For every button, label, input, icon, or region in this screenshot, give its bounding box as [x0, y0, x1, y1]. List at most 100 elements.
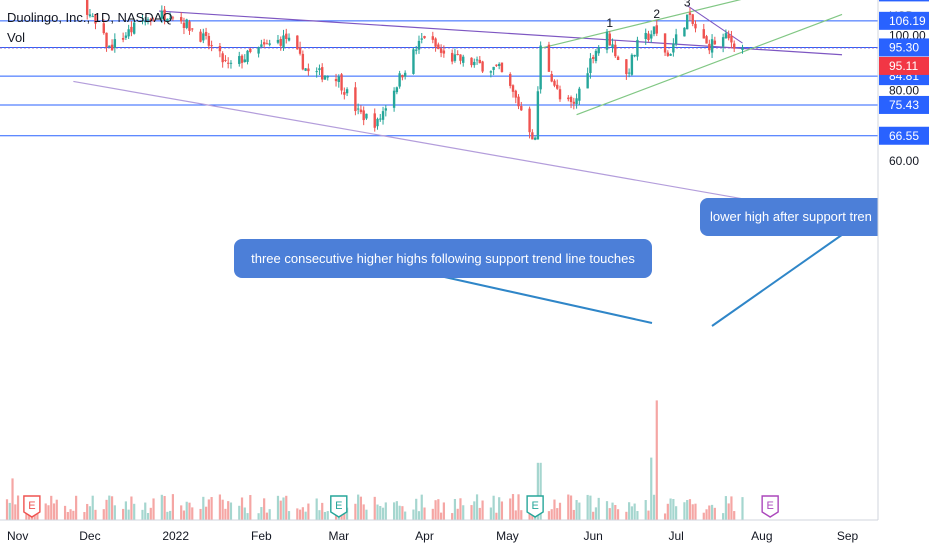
callout-box[interactable]: [700, 198, 888, 236]
candle-body[interactable]: [240, 55, 244, 63]
candle-body[interactable]: [423, 36, 426, 39]
candle-body[interactable]: [185, 19, 188, 28]
candle-body[interactable]: [636, 39, 639, 57]
candle-body[interactable]: [340, 74, 343, 91]
candle-body[interactable]: [182, 22, 186, 28]
candle-body[interactable]: [149, 19, 152, 21]
candle-body[interactable]: [442, 50, 446, 54]
candle-body[interactable]: [218, 45, 222, 52]
candle-body[interactable]: [672, 43, 675, 53]
candle-body[interactable]: [630, 54, 634, 75]
candle-body[interactable]: [124, 35, 128, 38]
candle-body[interactable]: [575, 98, 578, 105]
candle-body[interactable]: [296, 35, 299, 50]
candle-body[interactable]: [160, 10, 164, 19]
candle-body[interactable]: [127, 29, 130, 37]
candle-body[interactable]: [285, 33, 288, 39]
candle-body[interactable]: [337, 76, 340, 83]
candle-body[interactable]: [520, 105, 523, 111]
candle-body[interactable]: [500, 62, 504, 72]
candle-body[interactable]: [567, 97, 570, 100]
candle-body[interactable]: [403, 72, 407, 77]
candle-body[interactable]: [616, 56, 620, 61]
candle-body[interactable]: [207, 35, 211, 46]
candle-body[interactable]: [608, 33, 611, 46]
candle-body[interactable]: [376, 118, 379, 127]
candle-body[interactable]: [379, 118, 382, 120]
candle-body[interactable]: [558, 89, 562, 100]
candle-body[interactable]: [431, 36, 435, 40]
candle-body[interactable]: [171, 17, 175, 19]
candle-body[interactable]: [210, 45, 213, 47]
candle-body[interactable]: [163, 9, 166, 20]
candle-body[interactable]: [652, 26, 656, 35]
candle-body[interactable]: [666, 52, 670, 56]
candle-body[interactable]: [401, 74, 404, 78]
candle-body[interactable]: [265, 43, 269, 45]
candle-body[interactable]: [688, 12, 692, 15]
candle-body[interactable]: [130, 26, 133, 33]
candle-body[interactable]: [91, 16, 94, 18]
candle-body[interactable]: [528, 108, 531, 133]
candle-body[interactable]: [669, 53, 672, 56]
candle-body[interactable]: [221, 53, 224, 63]
candle-body[interactable]: [298, 47, 302, 54]
candle-body[interactable]: [475, 59, 479, 61]
candle-body[interactable]: [121, 37, 125, 40]
candle-body[interactable]: [450, 52, 454, 62]
candle-body[interactable]: [415, 49, 418, 51]
candle-body[interactable]: [627, 72, 631, 74]
candle-body[interactable]: [489, 71, 493, 73]
candle-body[interactable]: [318, 68, 321, 71]
candle-body[interactable]: [301, 53, 305, 70]
candle-body[interactable]: [417, 40, 421, 50]
candle-body[interactable]: [323, 75, 327, 80]
candle-body[interactable]: [243, 59, 246, 62]
descending-resistance-trendline[interactable]: [159, 10, 843, 56]
candle-body[interactable]: [276, 39, 280, 43]
candle-body[interactable]: [246, 50, 249, 62]
candle-body[interactable]: [683, 27, 686, 37]
candle-body[interactable]: [315, 71, 318, 73]
candle-body[interactable]: [597, 47, 600, 54]
earnings-marker[interactable]: E: [526, 495, 544, 518]
candle-body[interactable]: [307, 68, 310, 72]
candle-body[interactable]: [88, 14, 92, 17]
earnings-marker[interactable]: E: [23, 495, 41, 518]
candle-body[interactable]: [282, 35, 285, 48]
callout-box[interactable]: [234, 239, 652, 278]
candle-body[interactable]: [395, 87, 399, 93]
price-level-tag[interactable]: [879, 11, 929, 30]
candle-body[interactable]: [710, 39, 714, 53]
candle-body[interactable]: [724, 33, 728, 39]
candle-body[interactable]: [459, 54, 462, 61]
candle-body[interactable]: [105, 32, 108, 48]
candle-body[interactable]: [685, 14, 689, 30]
candle-body[interactable]: [412, 49, 415, 74]
candle-body[interactable]: [569, 96, 573, 103]
candle-body[interactable]: [249, 48, 252, 52]
candle-body[interactable]: [509, 73, 512, 86]
candle-body[interactable]: [362, 110, 365, 121]
candle-body[interactable]: [110, 44, 114, 51]
candle-body[interactable]: [721, 37, 725, 47]
candle-body[interactable]: [497, 63, 501, 66]
candle-body[interactable]: [547, 44, 551, 72]
candle-body[interactable]: [439, 48, 443, 53]
candle-body[interactable]: [591, 57, 595, 59]
candle-body[interactable]: [384, 108, 388, 111]
candle-body[interactable]: [663, 33, 667, 53]
candle-body[interactable]: [262, 42, 266, 45]
channel-upper-line[interactable]: [540, 0, 842, 49]
candle-body[interactable]: [741, 47, 744, 50]
candle-body[interactable]: [398, 73, 401, 87]
candle-body[interactable]: [287, 37, 291, 41]
earnings-marker[interactable]: E: [761, 495, 779, 518]
candle-body[interactable]: [199, 31, 202, 42]
candle-body[interactable]: [550, 74, 553, 82]
last-price-tag[interactable]: [879, 56, 929, 75]
candle-body[interactable]: [605, 31, 609, 50]
candle-body[interactable]: [204, 31, 208, 36]
candle-body[interactable]: [356, 108, 360, 110]
